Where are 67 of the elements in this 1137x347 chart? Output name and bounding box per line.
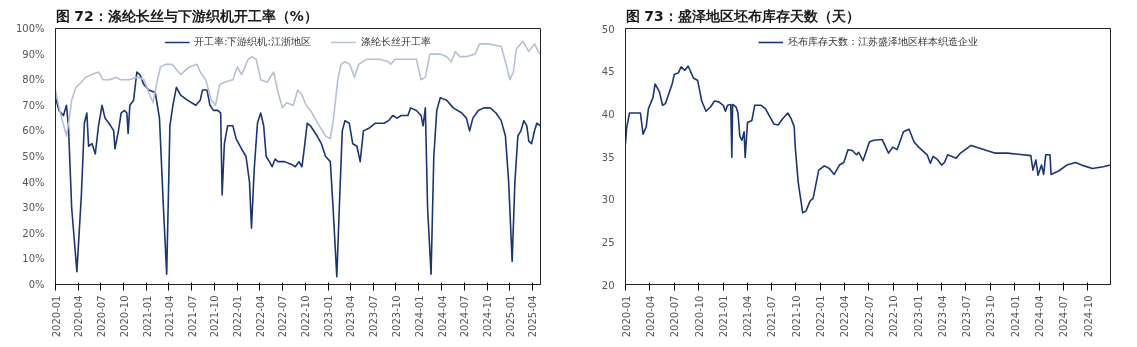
x-tick-label: 2020-07 xyxy=(95,295,107,338)
x-tick-label: 2024-04 xyxy=(1034,295,1046,338)
y-tick-label: 35 xyxy=(601,151,615,163)
x-tick-label: 2024-01 xyxy=(413,295,425,338)
x-tick-label: 2022-01 xyxy=(815,295,827,338)
y-tick-label: 0% xyxy=(28,279,45,290)
x-tick-label: 2022-10 xyxy=(300,295,312,338)
y-tick-label: 100% xyxy=(15,23,45,34)
x-tick-label: 2024-04 xyxy=(436,295,448,338)
x-tick-label: 2023-10 xyxy=(985,295,997,338)
x-tick-label: 2020-07 xyxy=(669,295,680,338)
x-tick-label: 2023-07 xyxy=(960,295,972,338)
y-tick-label: 20% xyxy=(22,227,45,239)
x-tick-label: 2024-07 xyxy=(459,295,471,338)
x-tick-label: 2021-10 xyxy=(790,295,802,338)
x-tick-label: 2023-04 xyxy=(936,295,948,338)
y-tick-label: 40% xyxy=(22,176,45,188)
y-tick-label: 10% xyxy=(22,253,45,265)
y-tick-label: 60% xyxy=(22,125,45,137)
y-tick-label: 25 xyxy=(601,236,615,248)
x-tick-label: 2024-01 xyxy=(1009,295,1021,338)
line-series xyxy=(625,65,1111,214)
x-tick-label: 2025-01 xyxy=(504,295,516,338)
x-tick-label: 2022-07 xyxy=(863,295,875,338)
y-tick-label: 40 xyxy=(601,108,615,120)
chart-title: 图 73：盛泽地区坯布库存天数（天） xyxy=(625,7,860,24)
legend-label: 开工率:下游织机:江浙地区 xyxy=(194,35,311,49)
x-tick-label: 2024-07 xyxy=(1058,295,1070,338)
y-tick-label: 30 xyxy=(601,194,615,206)
x-tick-label: 2021-07 xyxy=(766,295,778,338)
x-tick-label: 2021-01 xyxy=(718,295,730,338)
x-tick-label: 2022-04 xyxy=(839,295,851,338)
y-tick-label: 45 xyxy=(601,66,615,78)
x-tick-label: 2020-10 xyxy=(693,295,705,338)
x-tick-label: 2023-04 xyxy=(345,295,357,338)
x-tick-label: 2020-10 xyxy=(118,295,130,338)
x-tick-label: 2023-10 xyxy=(390,295,402,338)
x-tick-label: 2023-01 xyxy=(323,295,335,338)
x-tick-label: 2021-04 xyxy=(742,295,754,338)
y-tick-label: 50% xyxy=(22,151,45,162)
x-tick-label: 2020-01 xyxy=(620,295,632,338)
x-tick-label: 2020-01 xyxy=(50,295,62,338)
chart-title: 图 72：涤纶长丝与下游织机开工率（%） xyxy=(55,7,318,24)
y-tick-label: 70% xyxy=(22,99,45,111)
x-tick-label: 2021-01 xyxy=(141,295,153,338)
line-series xyxy=(55,71,541,278)
x-tick-label: 2021-04 xyxy=(163,295,175,338)
x-tick-label: 2023-07 xyxy=(368,295,380,338)
y-tick-label: 90% xyxy=(22,48,45,60)
y-tick-label: 20 xyxy=(601,279,615,291)
x-tick-label: 2022-07 xyxy=(277,295,289,338)
x-tick-label: 2022-04 xyxy=(254,295,266,338)
legend-label: 涤纶长丝开工率 xyxy=(360,35,431,49)
x-tick-label: 2022-10 xyxy=(888,295,900,338)
x-tick-label: 2020-04 xyxy=(644,295,656,338)
x-tick-label: 2024-10 xyxy=(482,295,494,338)
x-tick-label: 2023-01 xyxy=(912,295,924,338)
x-tick-label: 2025-04 xyxy=(527,295,539,338)
y-tick-label: 50 xyxy=(601,23,615,35)
x-tick-label: 2022-01 xyxy=(232,295,244,338)
x-tick-label: 2021-07 xyxy=(186,295,198,338)
x-tick-label: 2021-10 xyxy=(209,295,221,338)
y-tick-label: 80% xyxy=(22,74,45,86)
y-tick-label: 30% xyxy=(22,202,45,214)
x-tick-label: 2024-10 xyxy=(1082,295,1094,338)
legend-label: 坯布库存天数：江苏盛泽地区样本织造企业 xyxy=(787,35,978,49)
x-tick-label: 2020-04 xyxy=(73,295,85,338)
